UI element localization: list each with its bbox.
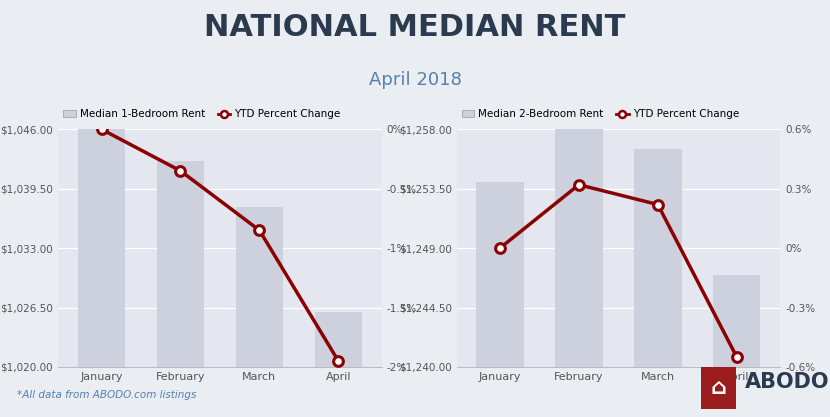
Bar xyxy=(78,129,125,367)
Bar xyxy=(476,182,524,367)
Bar xyxy=(236,207,283,367)
Bar xyxy=(713,274,760,367)
Text: April 2018: April 2018 xyxy=(369,71,461,89)
Bar xyxy=(634,149,681,367)
Bar xyxy=(315,312,362,367)
Text: ⌂: ⌂ xyxy=(710,378,727,398)
Legend: Median 2-Bedroom Rent, YTD Percent Change: Median 2-Bedroom Rent, YTD Percent Chang… xyxy=(461,109,739,119)
Bar xyxy=(555,129,603,367)
Bar xyxy=(157,161,204,367)
Text: *All data from ABODO.com listings: *All data from ABODO.com listings xyxy=(17,390,196,400)
Text: NATIONAL MEDIAN RENT: NATIONAL MEDIAN RENT xyxy=(204,13,626,42)
Legend: Median 1-Bedroom Rent, YTD Percent Change: Median 1-Bedroom Rent, YTD Percent Chang… xyxy=(63,109,340,119)
Text: ABODO: ABODO xyxy=(745,372,830,392)
